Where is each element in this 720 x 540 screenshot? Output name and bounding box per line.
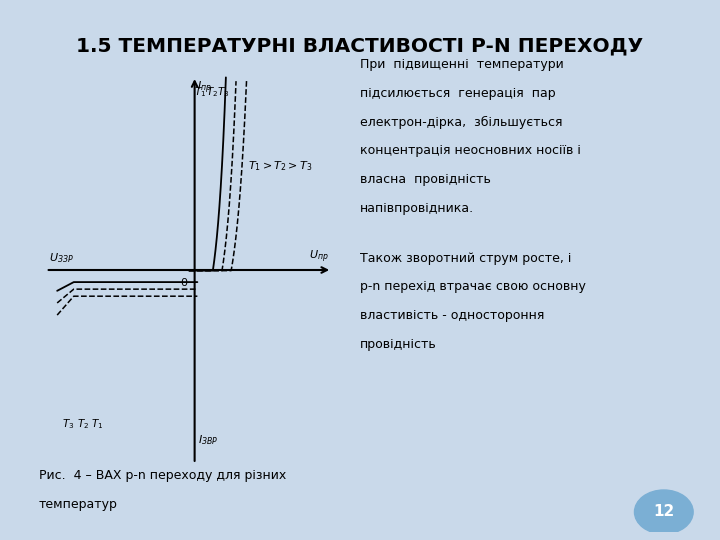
Text: 0: 0 — [181, 278, 188, 288]
Text: 12: 12 — [653, 504, 675, 519]
Text: $U_{ЗЗР}$: $U_{ЗЗР}$ — [48, 251, 73, 265]
Text: $T_2$: $T_2$ — [77, 417, 89, 431]
Text: температур: температур — [39, 498, 117, 511]
Text: $T_2$: $T_2$ — [206, 86, 218, 99]
Text: $T_1$: $T_1$ — [194, 86, 207, 99]
Text: провідність: провідність — [360, 338, 437, 351]
Text: $I_{ЗВР}$: $I_{ЗВР}$ — [198, 434, 218, 448]
Circle shape — [634, 490, 693, 534]
Text: Рис.  4 – ВАХ p-n переходу для різних: Рис. 4 – ВАХ p-n переходу для різних — [39, 469, 286, 482]
Text: $T_3$: $T_3$ — [217, 86, 230, 99]
Text: концентрація неосновних носіїв і: концентрація неосновних носіїв і — [360, 144, 581, 157]
Text: напівпровідника.: напівпровідника. — [360, 202, 474, 215]
Text: електрон-дірка,  збільшується: електрон-дірка, збільшується — [360, 116, 562, 129]
Text: власна  провідність: власна провідність — [360, 173, 491, 186]
Text: При  підвищенні  температури: При підвищенні температури — [360, 58, 564, 71]
Text: $U_{пр}$: $U_{пр}$ — [310, 248, 329, 265]
Text: властивість - одностороння: властивість - одностороння — [360, 309, 544, 322]
Text: $T_1$: $T_1$ — [91, 417, 104, 431]
Text: $T_3$: $T_3$ — [63, 417, 75, 431]
Text: p-n перехід втрачає свою основну: p-n перехід втрачає свою основну — [360, 280, 586, 293]
Text: $I_{пр}$: $I_{пр}$ — [197, 80, 212, 97]
Text: 1.5 ТЕМПЕРАТУРНІ ВЛАСТИВОСТІ P-N ПЕРЕХОДУ: 1.5 ТЕМПЕРАТУРНІ ВЛАСТИВОСТІ P-N ПЕРЕХОД… — [76, 37, 644, 56]
Text: Також зворотний струм росте, і: Також зворотний струм росте, і — [360, 252, 572, 265]
Text: підсилюється  генерація  пар: підсилюється генерація пар — [360, 86, 556, 100]
Text: $T_1>T_2>T_3$: $T_1>T_2>T_3$ — [248, 159, 312, 173]
